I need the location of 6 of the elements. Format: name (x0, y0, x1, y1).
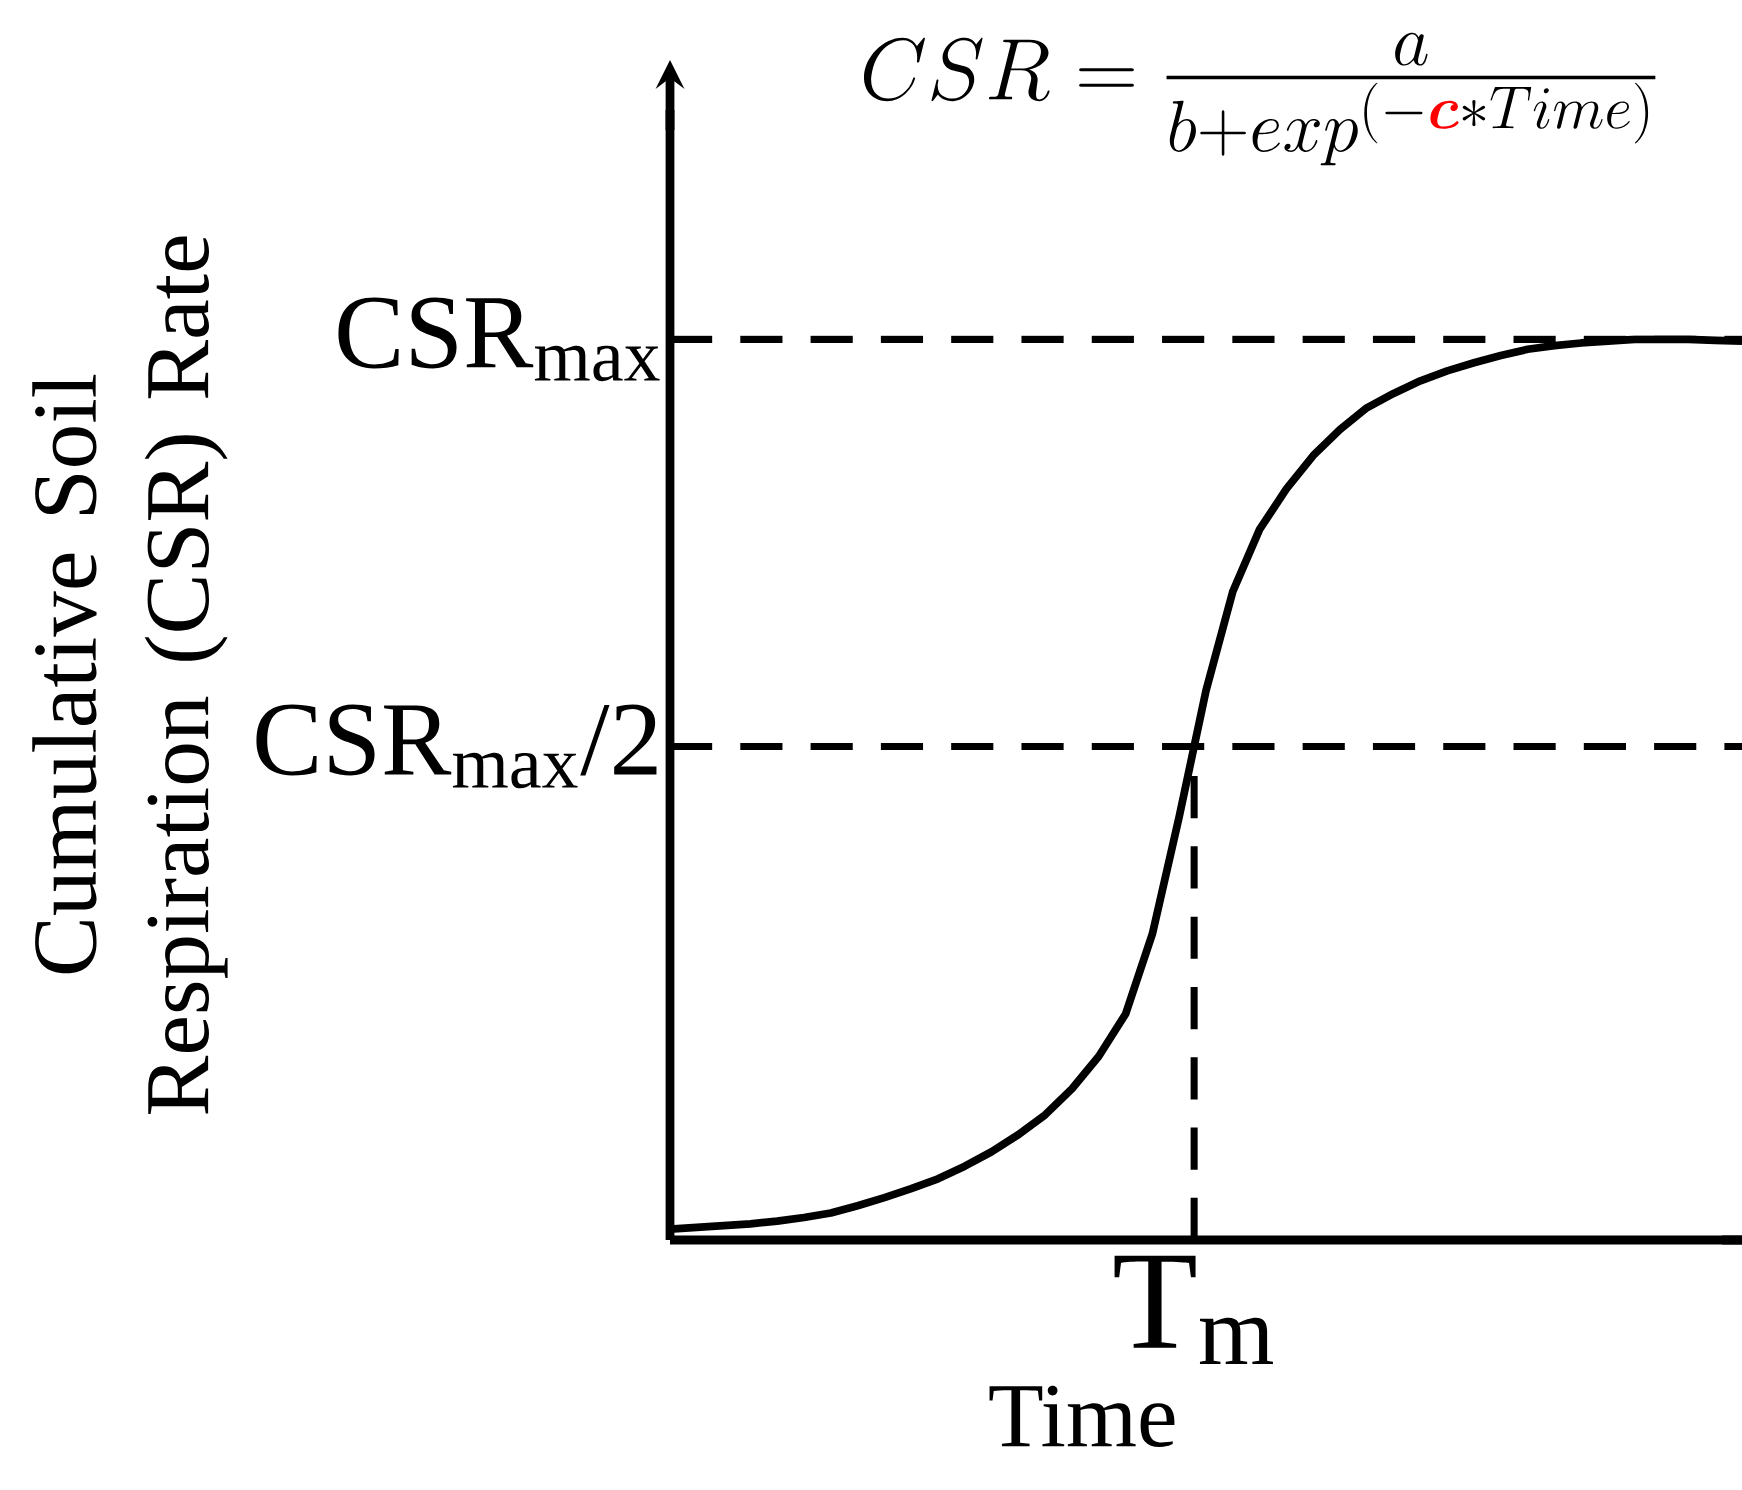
ref-line-label: CSR$_{max}$/2 (256, 704, 657, 789)
text: T$_{m}$ (1114, 1255, 1273, 1365)
x-axis-title: Time (989, 1385, 1175, 1448)
chart-title: $CSR=\frac{a}{b+exp^{(-{\color[HTML]{FF0000}\boldsymbol{c}}*Time)}}$ (863, 32, 1656, 166)
ref-line-label: CSR$_{max}$ (338, 297, 660, 382)
y-axis-title: Cumulative Soil Respiration (CSR) Rate (32, 236, 228, 1114)
